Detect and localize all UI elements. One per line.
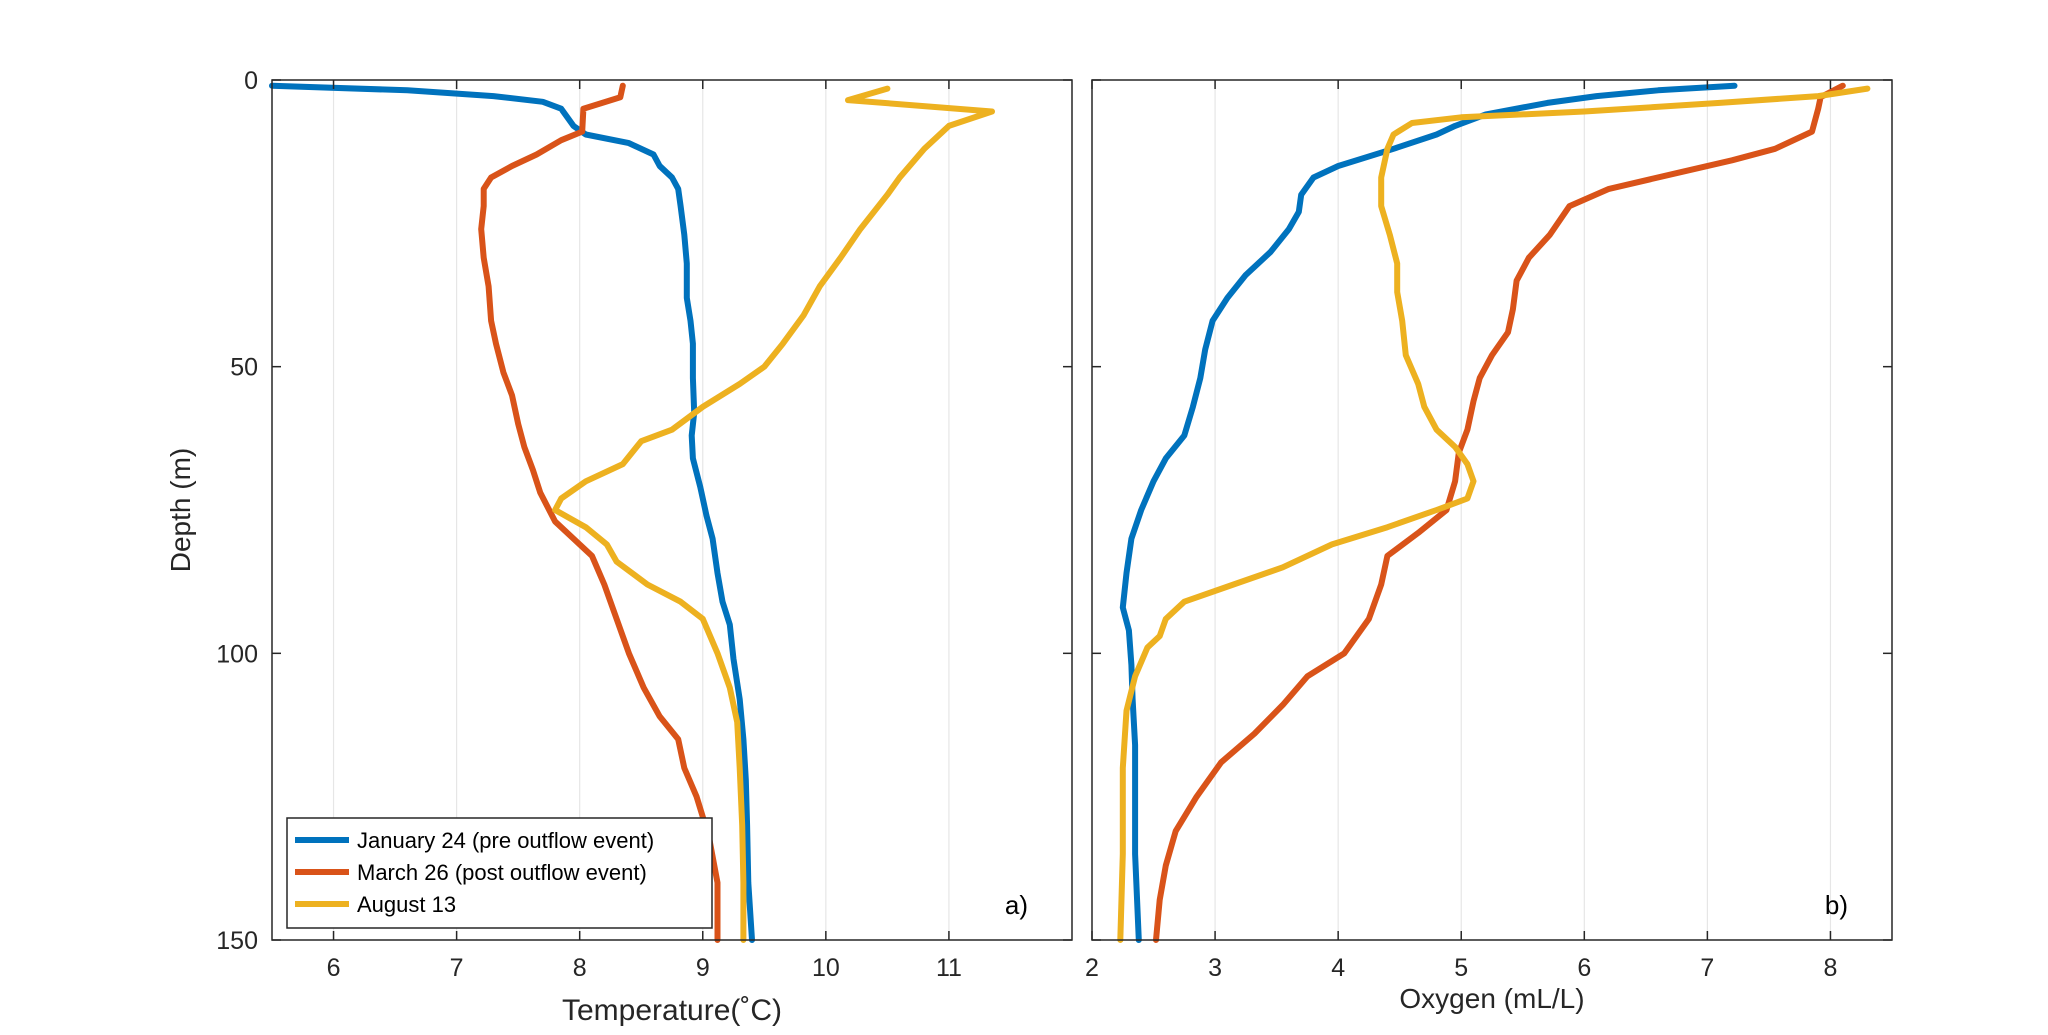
legend-entry-label: January 24 (pre outflow event) [357,828,654,853]
depth-y-axis-label: Depth (m) [165,448,196,572]
oxygen-series-march-26 [1153,82,1846,943]
oxygen-ticks: 2 3 4 5 6 7 8 [1085,79,1892,982]
depth-y-tick-label: 150 [216,927,258,955]
temperature-x-tick-label: 9 [696,954,710,982]
oxygen-series-august-13 [1117,85,1871,943]
depth-y-tick-label: 50 [230,354,258,382]
oxygen-x-axis-label: Oxygen (mL/L) [1399,983,1584,1014]
oxygen-x-tick-label: 5 [1454,954,1468,982]
oxygen-series [1117,82,1871,943]
legend-box [286,817,713,929]
oxygen-panel: 2 3 4 5 6 7 8 Oxygen (mL/L) b) [1085,79,1893,1014]
temperature-panel: 6 7 8 9 10 11 0 50 100 150 Temperature(˚C) Depth … [165,67,1073,1027]
temperature-ticks: 6 7 8 9 10 11 0 50 100 150 [216,67,1072,982]
temperature-x-tick-label: 10 [812,954,840,982]
temperature-series-august-13 [552,85,995,943]
depth-y-tick-label: 0 [244,67,258,95]
temperature-x-tick-label: 7 [450,954,464,982]
temperature-x-axis-label: Temperature(˚C) [562,994,782,1027]
temperature-x-tick-label: 6 [327,954,341,982]
oxygen-x-tick-label: 8 [1824,954,1838,982]
oxygen-grid [1214,80,1832,940]
oxygen-x-tick-label: 3 [1208,954,1222,982]
temperature-series-march-26 [478,82,721,943]
legend-entry-label: August 13 [357,892,456,917]
oxygen-x-tick-label: 7 [1700,954,1714,982]
temperature-x-tick-label: 8 [573,954,587,982]
depth-y-tick-label: 100 [216,640,258,668]
oxygen-axes-box [1091,79,1893,941]
oxygen-x-tick-label: 6 [1577,954,1591,982]
temperature-x-tick-label: 11 [936,954,962,982]
temperature-axes-box [271,79,1073,941]
temperature-series [269,82,995,943]
legend: January 24 (pre outflow event) March 26 (… [286,817,713,929]
panel-a-label: a) [1005,890,1028,920]
legend-entries: January 24 (pre outflow event) March 26 (… [295,828,654,917]
oxygen-x-tick-label: 2 [1085,954,1099,982]
oxygen-x-tick-label: 4 [1331,954,1345,982]
oxygen-series-january-24 [1119,82,1738,943]
legend-entry-label: March 26 (post outflow event) [357,860,647,885]
panel-b-label: b) [1825,890,1848,920]
